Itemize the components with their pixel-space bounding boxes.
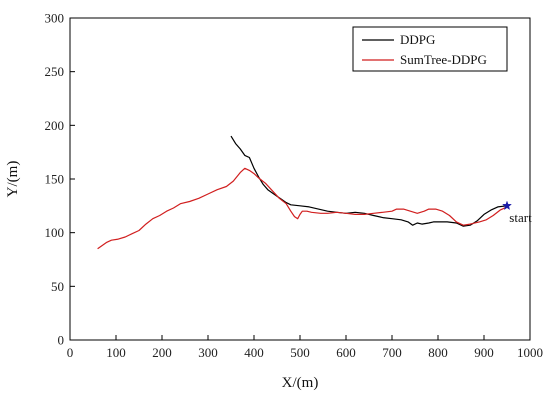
series-layer (97, 135, 508, 250)
series-line-sumtree-ddpg (97, 167, 508, 250)
y-axis: 0 50 100 150 200 250 300 (45, 11, 75, 348)
y-axis-title: Y/(m) (5, 161, 21, 198)
y-tick-label: 250 (45, 64, 65, 79)
legend-label-ddpg: DDPG (400, 32, 435, 47)
series-line-ddpg (230, 135, 508, 227)
x-axis-title: X/(m) (282, 375, 319, 391)
x-tick-label: 400 (244, 345, 264, 360)
x-axis: 0 100 200 300 400 500 600 700 800 900 1000 (67, 335, 543, 360)
x-tick-label: 100 (106, 345, 126, 360)
y-tick-label: 300 (45, 11, 65, 26)
x-tick-label: 500 (290, 345, 310, 360)
legend-box (352, 26, 508, 72)
x-tick-label: 0 (67, 345, 74, 360)
y-tick-label: 200 (45, 118, 65, 133)
y-tick-label: 100 (45, 225, 65, 240)
star-icon (502, 200, 512, 211)
x-tick-label: 1000 (517, 345, 543, 360)
legend: DDPG SumTree-DDPG (352, 26, 508, 72)
x-tick-label: 300 (198, 345, 218, 360)
x-tick-label: 200 (152, 345, 172, 360)
x-tick-label: 900 (474, 345, 494, 360)
marker-layer (502, 200, 512, 211)
legend-label-sumtree-ddpg: SumTree-DDPG (400, 52, 487, 67)
x-tick-label: 600 (336, 345, 356, 360)
plot-area (69, 17, 531, 341)
y-tick-label: 0 (58, 333, 65, 348)
y-tick-label: 50 (51, 279, 64, 294)
x-tick-label: 700 (382, 345, 402, 360)
y-tick-label: 150 (45, 172, 65, 187)
start-annotation: start (509, 210, 532, 225)
x-tick-label: 800 (428, 345, 448, 360)
